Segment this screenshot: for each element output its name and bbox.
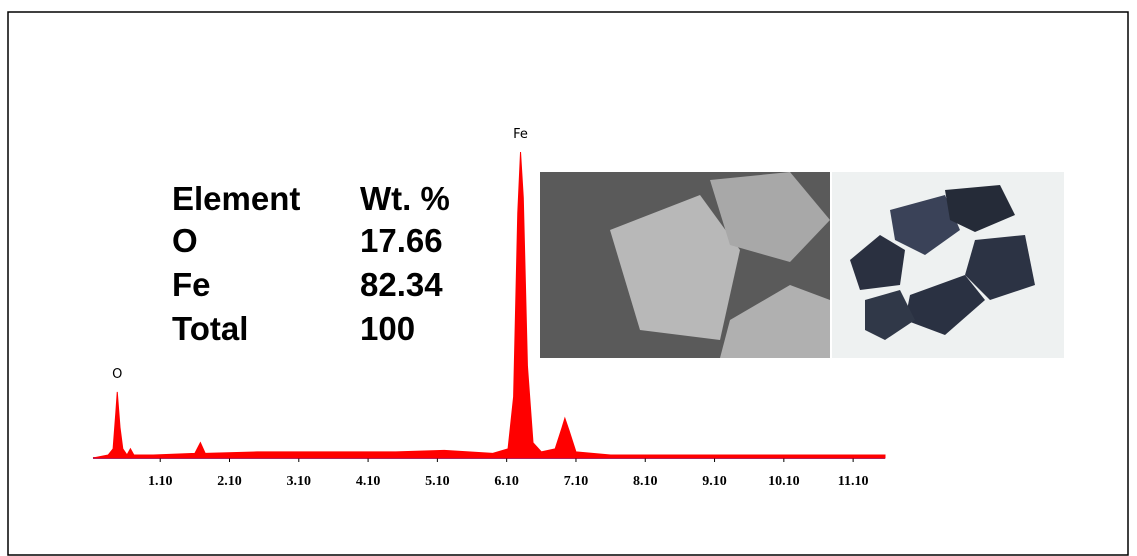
composition-table: Element Wt. % O 17.66 Fe 82.34 Total 100 — [172, 180, 450, 347]
table-header: Element — [172, 180, 300, 217]
table-cell: 100 — [360, 310, 415, 347]
x-tick-label: 8.10 — [633, 474, 658, 489]
x-tick-label: 5.10 — [425, 474, 450, 489]
table-cell: Fe — [172, 266, 211, 303]
x-tick-label: 1.10 — [148, 474, 173, 489]
table-cell: 17.66 — [360, 222, 443, 259]
sem-image — [540, 172, 830, 358]
x-tick-label: 10.10 — [768, 474, 800, 489]
x-tick-label: 4.10 — [356, 474, 381, 489]
x-tick-label: 6.10 — [494, 474, 519, 489]
peak-label: Fe — [513, 127, 528, 142]
table-header: Wt. % — [360, 180, 450, 217]
optical-image — [832, 172, 1064, 358]
peak-label: O — [112, 367, 122, 382]
page: Element Wt. % O 17.66 Fe 82.34 Total 100 1.10 2.… — [0, 0, 1137, 556]
x-tick-label: 3.10 — [287, 474, 312, 489]
x-tick-label: 2.10 — [217, 474, 242, 489]
x-tick-label: 9.10 — [702, 474, 727, 489]
x-tick-label: 7.10 — [564, 474, 589, 489]
table-cell: Total — [172, 310, 248, 347]
table-cell: O — [172, 222, 198, 259]
x-tick-label: 11.10 — [838, 474, 869, 489]
table-cell: 82.34 — [360, 266, 443, 303]
